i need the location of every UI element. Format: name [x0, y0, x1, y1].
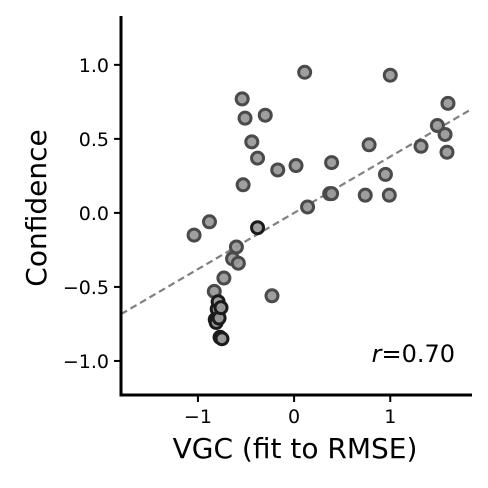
correlation-value: =0.70: [381, 340, 455, 368]
data-point: [413, 138, 429, 154]
data-point: [381, 187, 397, 203]
data-point: [250, 150, 266, 166]
y-tick-label: −0.5: [63, 277, 109, 299]
data-point: [234, 91, 250, 107]
y-tick-label: −1.0: [63, 351, 109, 373]
data-point: [377, 166, 393, 182]
data-point: [300, 199, 316, 215]
data-point: [429, 118, 445, 134]
data-point: [297, 64, 313, 80]
y-tick-label: 1.0: [79, 55, 109, 77]
x-tick-label: 1: [384, 406, 396, 428]
correlation-annotation: r=0.70: [372, 340, 455, 368]
data-point: [264, 288, 280, 304]
data-point: [244, 134, 260, 150]
correlation-symbol: r: [372, 340, 384, 368]
x-tick-label: −1: [184, 406, 212, 428]
data-point: [213, 300, 229, 316]
data-point: [437, 126, 453, 142]
x-tick-label: 0: [288, 406, 300, 428]
data-point: [324, 155, 340, 171]
y-axis-title: Confidence: [20, 129, 53, 286]
data-point: [288, 158, 304, 174]
y-tick-label: 0.0: [79, 203, 109, 225]
data-point: [235, 177, 251, 193]
data-point: [214, 331, 230, 347]
data-point: [361, 137, 377, 153]
data-point: [382, 67, 398, 83]
data-point: [324, 186, 340, 202]
y-tick-label: 0.5: [79, 129, 109, 151]
trend-line: [120, 107, 473, 316]
data-point: [439, 144, 455, 160]
data-point: [201, 214, 217, 230]
data-point: [357, 187, 373, 203]
data-point: [250, 220, 266, 236]
data-point: [216, 270, 232, 286]
data-point: [270, 162, 286, 178]
data-point: [228, 239, 244, 255]
data-point: [186, 227, 202, 243]
data-point: [237, 110, 253, 126]
data-point: [257, 107, 273, 123]
x-axis-title: VGC (fit to RMSE): [173, 432, 418, 465]
data-point: [440, 95, 456, 111]
data-point: [230, 255, 246, 271]
